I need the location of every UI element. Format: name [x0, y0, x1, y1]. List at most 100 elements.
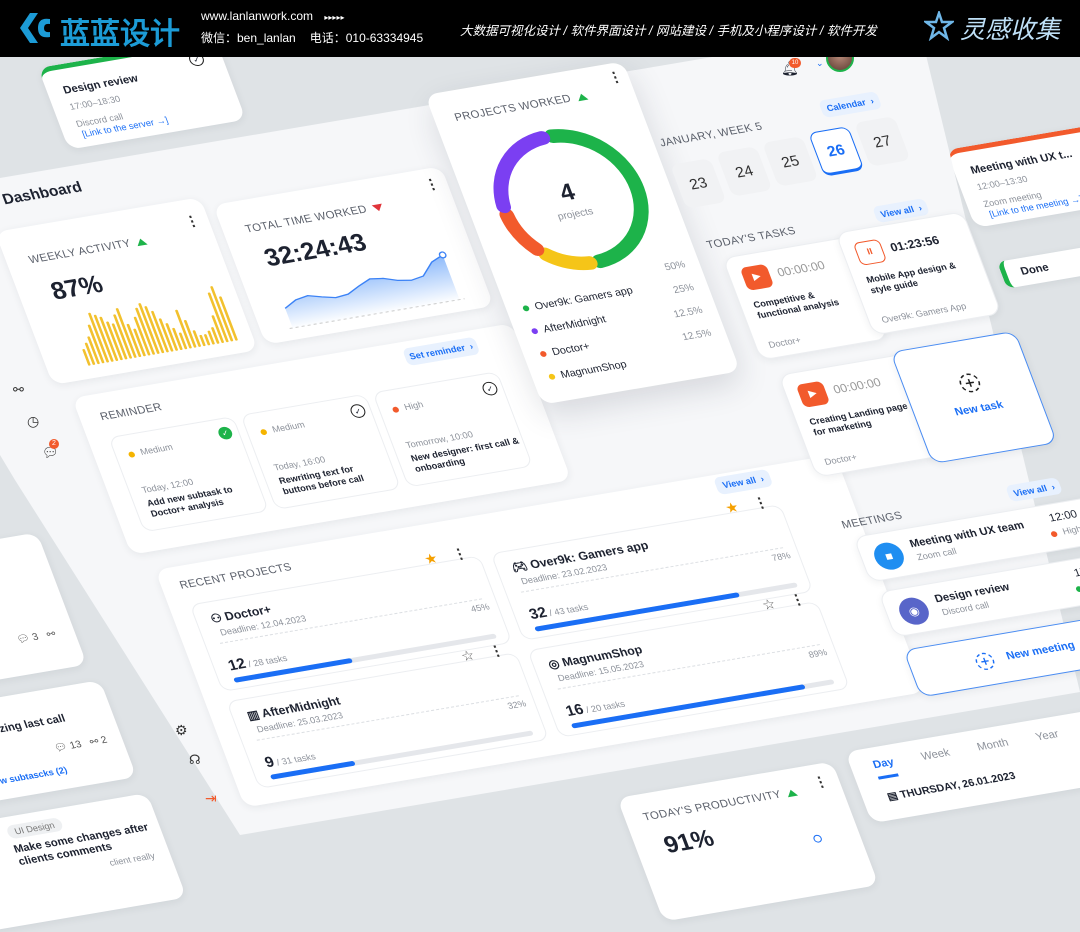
- headset-support-icon[interactable]: ☊: [189, 752, 201, 767]
- priority-dot: [1049, 530, 1059, 538]
- activity-bar: [115, 308, 137, 358]
- priority-dot: [1074, 585, 1080, 593]
- task-text: nd: [0, 618, 1, 629]
- activity-bar: [133, 328, 146, 357]
- more-icon[interactable]: ⋮: [421, 175, 442, 193]
- activity-bar: [135, 307, 155, 355]
- star-logo-icon: [924, 11, 954, 41]
- star-filled-icon[interactable]: ★: [722, 498, 742, 516]
- subtasks-link[interactable]: w subtascks (2): [0, 764, 69, 786]
- more-icon[interactable]: ⋮: [605, 68, 625, 86]
- donut-segment: [544, 129, 649, 269]
- tab-year[interactable]: Year: [1034, 728, 1061, 744]
- timer-icon[interactable]: ◷: [27, 413, 40, 429]
- time-area-chart: [284, 251, 465, 329]
- more-icon[interactable]: ⋮: [787, 590, 808, 609]
- more-icon[interactable]: ⋮: [750, 493, 771, 512]
- check-circle-icon[interactable]: ✓: [480, 380, 500, 397]
- card-title: Design review: [61, 72, 140, 97]
- sep: /: [648, 24, 653, 38]
- tasks-total: / 43 tasks: [547, 601, 590, 618]
- tasks-total: / 20 tasks: [584, 698, 627, 715]
- comments-count: 13: [68, 739, 84, 752]
- legend-name: Over9k: Gamers app: [532, 284, 635, 313]
- service-item: 手机及小程序设计: [716, 24, 817, 38]
- reminder-card[interactable]: High ✓ Tomorrow, 10:00 New designer: first …: [372, 371, 534, 488]
- task-project: Doctor+: [767, 334, 803, 350]
- new-task-button[interactable]: New task: [890, 330, 1058, 465]
- projects-donut-chart: [493, 129, 649, 271]
- activity-bar: [93, 314, 114, 362]
- total-time-card: Total time worked ⋮ 32:24:43: [213, 166, 494, 345]
- trend-up-icon: [575, 92, 589, 101]
- sep: /: [563, 24, 567, 38]
- legend-item: MagnumShop: [547, 358, 629, 383]
- donut-segment: [499, 208, 545, 256]
- site-url[interactable]: www.lanlanwork.com: [201, 9, 314, 23]
- more-icon[interactable]: ⋮: [449, 544, 470, 563]
- services: 大数据可视化设计 / 软件界面设计 / 网站建设 / 手机及小程序设计 / 软件…: [460, 20, 877, 39]
- add-circle-icon: [959, 373, 981, 393]
- chat-icon[interactable]: 💬︎ 2: [42, 439, 59, 460]
- weekly-bar-chart: [82, 286, 238, 366]
- meeting-card[interactable]: Meeting with UX t... 12:00–13:30 Zoom me…: [946, 122, 1080, 228]
- new-meeting-button[interactable]: New meeting: [903, 610, 1080, 698]
- meeting-time: 17:0: [1072, 564, 1080, 580]
- pause-icon[interactable]: II: [852, 238, 888, 266]
- meeting-title: Meeting with UX team: [907, 519, 1026, 551]
- wechat: 微信：ben_lanlan: [201, 31, 296, 45]
- tab-week[interactable]: Week: [919, 746, 952, 763]
- star-outline-icon[interactable]: ☆: [759, 595, 778, 613]
- chevron-right-icon: ›: [467, 341, 475, 352]
- done-card[interactable]: Done: [997, 243, 1080, 289]
- chevron-right-icon: ›: [916, 202, 924, 213]
- calendar-icon: ▤: [885, 789, 900, 804]
- task-card[interactable]: zing last call 💬︎ 13 ⚯ 2 w subtascks (2): [0, 680, 137, 806]
- play-icon[interactable]: ▶: [739, 263, 775, 291]
- activity-bar: [178, 332, 188, 350]
- legend-dot: [530, 328, 539, 335]
- check-circle-icon[interactable]: ✓: [348, 403, 368, 419]
- priority: Medium: [127, 442, 174, 459]
- activity-bar: [87, 324, 105, 364]
- network-icon[interactable]: ⚯: [13, 382, 24, 397]
- comments-count[interactable]: 💬︎ 3 ⚯: [15, 629, 57, 646]
- baseline: [289, 298, 465, 329]
- tasks-done: 32: [526, 604, 550, 624]
- service-item: 软件开发: [826, 24, 877, 38]
- notification-badge: 10: [789, 58, 801, 68]
- task-timer: 00:00:00: [831, 375, 883, 397]
- chart-point: [812, 834, 824, 844]
- tab-day[interactable]: Day: [871, 756, 900, 780]
- service-item: 网站建设: [655, 24, 706, 38]
- chevron-down-icon[interactable]: ⌄: [816, 58, 824, 68]
- legend-name: MagnumShop: [558, 358, 629, 381]
- share-icon: ⚯: [45, 628, 58, 641]
- reminder-card[interactable]: Medium ✓ Today, 16:00 Rewriting text for bu…: [240, 393, 402, 510]
- collect-title: 灵感收集: [960, 16, 1061, 44]
- priority-dot: [391, 405, 400, 413]
- activity-bar: [165, 323, 178, 351]
- activity-bar: [211, 327, 220, 344]
- star-filled-icon[interactable]: ★: [421, 549, 441, 568]
- more-icon[interactable]: ⋮: [486, 641, 507, 660]
- more-icon[interactable]: ⋮: [810, 772, 831, 791]
- task-card[interactable]: UI Design Make some changes after client…: [0, 793, 187, 932]
- chevron-right-icon: ›: [868, 95, 876, 106]
- more-icon[interactable]: ⋮: [182, 211, 202, 230]
- trend-up-icon: [785, 788, 799, 797]
- logout-icon[interactable]: ⇥: [205, 790, 217, 806]
- check-done-icon[interactable]: ✓: [216, 425, 235, 441]
- trend-up-icon: [135, 237, 148, 246]
- tasks-total: / 31 tasks: [275, 751, 318, 768]
- sep: /: [709, 24, 713, 38]
- weekly-activity-label: Weekly activity: [27, 235, 149, 266]
- reminder-card[interactable]: Medium ✓ Today, 12:00 Add new subtask to Do…: [108, 416, 270, 533]
- star-outline-icon[interactable]: ☆: [458, 646, 477, 665]
- bell-icon[interactable]: 🔔︎ 10: [781, 58, 801, 77]
- play-icon[interactable]: ▶: [795, 380, 831, 408]
- project-icon: ◎: [546, 656, 562, 672]
- legend-dot: [539, 350, 548, 358]
- tab-month[interactable]: Month: [975, 736, 1011, 754]
- settings-gear-icon[interactable]: ⚙: [175, 722, 188, 738]
